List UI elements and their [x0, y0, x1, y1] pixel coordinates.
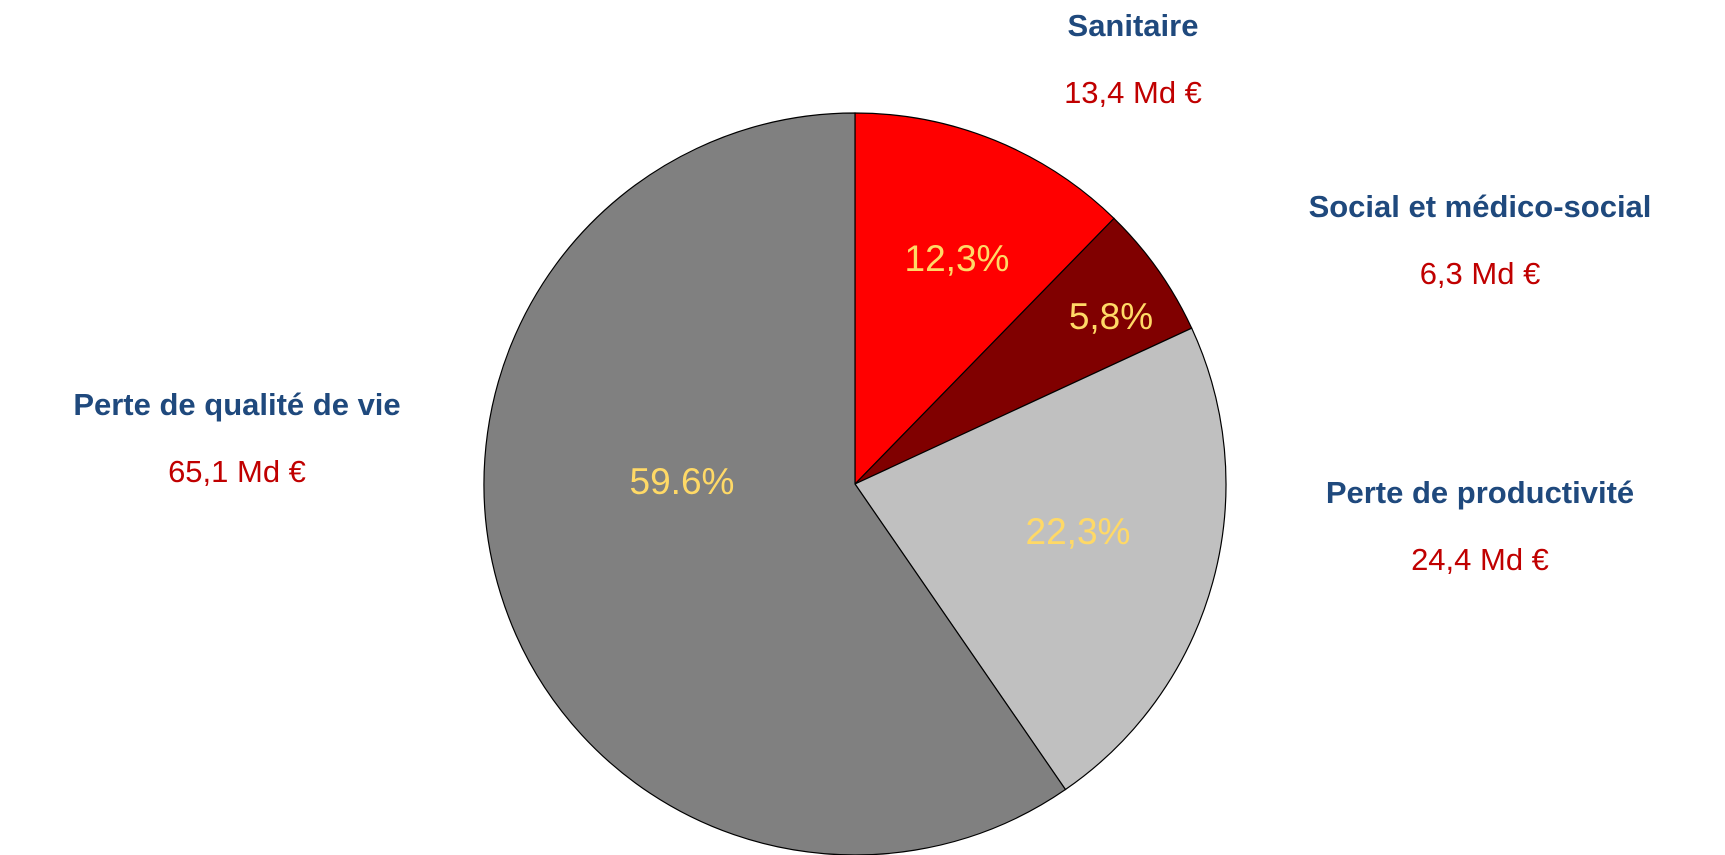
pie-slice: [854, 112, 1115, 486]
pie-slice: [854, 217, 1193, 485]
amount-label: 24,4 Md €: [1411, 542, 1549, 577]
category-label: Perte de productivité: [1326, 475, 1634, 510]
amount-label: 13,4 Md €: [1064, 75, 1202, 110]
category-label: Perte de qualité de vie: [73, 387, 400, 422]
amount-label: 6,3 Md €: [1420, 256, 1541, 291]
percent-label: 5,8%: [1069, 296, 1153, 337]
percent-label: 12,3%: [905, 238, 1010, 279]
category-label: Social et médico-social: [1309, 189, 1652, 224]
amount-label: 65,1 Md €: [168, 454, 306, 489]
percent-label: 22,3%: [1026, 511, 1131, 552]
category-label: Sanitaire: [1068, 8, 1199, 43]
pie-slice: [854, 327, 1227, 791]
percent-label: 59.6%: [630, 461, 735, 502]
